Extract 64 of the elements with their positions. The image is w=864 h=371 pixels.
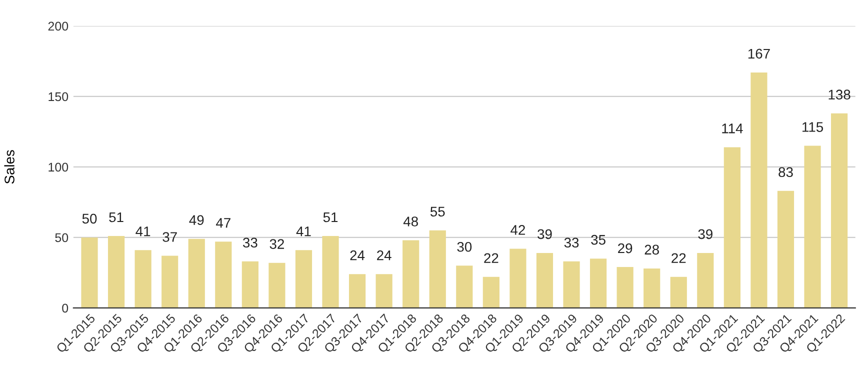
bar bbox=[242, 261, 258, 308]
y-tick-label: 150 bbox=[48, 92, 68, 102]
data-label: 37 bbox=[162, 232, 177, 242]
data-label: 24 bbox=[350, 250, 365, 260]
bar bbox=[402, 240, 420, 308]
bar bbox=[804, 146, 821, 308]
bar bbox=[81, 237, 98, 308]
bar bbox=[750, 72, 768, 308]
bar bbox=[295, 250, 312, 308]
data-label: 51 bbox=[323, 212, 338, 222]
data-label: 41 bbox=[136, 226, 150, 236]
bar bbox=[724, 147, 740, 308]
data-label: 30 bbox=[457, 242, 472, 252]
bar bbox=[777, 190, 794, 308]
bar bbox=[108, 236, 125, 308]
bar bbox=[590, 258, 607, 308]
data-label: 50 bbox=[82, 214, 97, 224]
y-tick-label: 0 bbox=[62, 304, 68, 313]
data-label: 22 bbox=[672, 253, 686, 263]
data-label: 24 bbox=[377, 250, 392, 260]
data-label: 47 bbox=[216, 218, 230, 228]
y-tick-label: 50 bbox=[55, 233, 68, 242]
bar bbox=[563, 261, 580, 308]
data-label: 39 bbox=[538, 229, 552, 240]
bar bbox=[268, 262, 286, 308]
bar bbox=[830, 113, 848, 308]
data-label: 167 bbox=[748, 48, 770, 59]
bar bbox=[134, 250, 152, 308]
bar bbox=[616, 267, 634, 308]
data-label: 33 bbox=[564, 238, 579, 248]
data-label: 28 bbox=[644, 244, 659, 255]
data-label: 42 bbox=[510, 225, 525, 235]
data-label: 41 bbox=[296, 226, 311, 236]
data-label: 33 bbox=[242, 238, 258, 248]
bar bbox=[215, 242, 232, 308]
data-label: 49 bbox=[189, 215, 204, 225]
data-label: 48 bbox=[403, 216, 418, 226]
data-label: 83 bbox=[778, 167, 793, 178]
data-label: 35 bbox=[591, 234, 606, 245]
data-label: 51 bbox=[109, 212, 124, 222]
y-tick-label: 100 bbox=[48, 162, 68, 172]
bar bbox=[670, 276, 687, 308]
bar bbox=[510, 248, 526, 308]
data-label: 138 bbox=[828, 90, 850, 100]
bar bbox=[348, 274, 366, 308]
bar bbox=[188, 238, 205, 308]
bar bbox=[376, 274, 392, 308]
y-axis-title: Sales bbox=[4, 150, 14, 184]
bar bbox=[162, 256, 178, 308]
data-label: 22 bbox=[484, 253, 498, 263]
data-label: 39 bbox=[698, 229, 712, 240]
bar bbox=[456, 266, 473, 308]
bar bbox=[644, 268, 660, 308]
data-label: 29 bbox=[618, 243, 632, 254]
bar bbox=[322, 236, 339, 308]
data-label: 32 bbox=[270, 239, 284, 249]
data-label: 114 bbox=[722, 124, 743, 134]
bar bbox=[482, 276, 500, 308]
bar bbox=[429, 230, 446, 308]
data-label: 55 bbox=[430, 206, 445, 217]
bar bbox=[697, 252, 714, 308]
y-tick-label: 200 bbox=[48, 22, 68, 31]
bar bbox=[536, 252, 554, 308]
data-label: 115 bbox=[802, 122, 824, 132]
